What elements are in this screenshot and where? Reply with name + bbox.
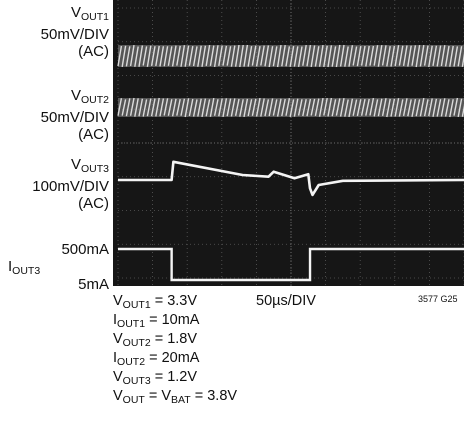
condition-line: VOUT1 = 3.3V — [113, 293, 197, 313]
timebase-label: 50µs/DIV — [256, 293, 316, 310]
ch4-level-low: 5mA — [78, 276, 109, 293]
condition-line: VOUT = VBAT = 3.8V — [113, 388, 237, 408]
ch1-label: VOUT1 50mV/DIV (AC) — [41, 4, 109, 60]
ch3-label: VOUT3 100mV/DIV (AC) — [32, 156, 109, 212]
ch4-level-high: 500mA — [61, 241, 109, 258]
condition-line: VOUT2 = 1.8V — [113, 331, 197, 351]
figure-id: 3577 G25 — [418, 294, 458, 304]
condition-line: IOUT1 = 10mA — [113, 312, 199, 332]
ch2-label: VOUT2 50mV/DIV (AC) — [41, 87, 109, 143]
scope-screen — [113, 0, 464, 286]
condition-line: IOUT2 = 20mA — [113, 350, 199, 370]
ch4-name: IOUT3 — [8, 258, 40, 280]
scope-background — [113, 0, 464, 286]
condition-line: VOUT3 = 1.2V — [113, 369, 197, 389]
